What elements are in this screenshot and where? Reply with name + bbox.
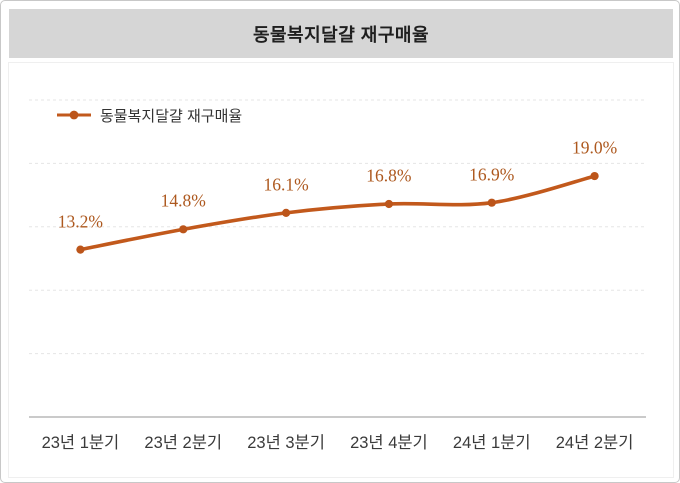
- x-axis-label: 23년 3분기: [247, 434, 325, 452]
- x-axis-label: 23년 4분기: [350, 434, 428, 452]
- x-axis-label: 23년 2분기: [144, 434, 223, 452]
- data-label: 16.8%: [366, 165, 412, 186]
- data-label: 13.2%: [57, 211, 104, 232]
- chart-frame: [8, 62, 674, 478]
- data-point-marker: [384, 199, 394, 209]
- legend-line-marker-icon: [57, 110, 91, 120]
- data-point-marker: [281, 208, 291, 217]
- data-label: 14.8%: [160, 190, 206, 211]
- series-line: [78, 174, 597, 252]
- data-point-marker: [76, 245, 85, 254]
- legend-label: 동물복지달걀 재구매율: [100, 107, 243, 125]
- data-label: 16.9%: [469, 164, 515, 185]
- data-point-marker: [590, 171, 599, 181]
- chart-title: 동물복지달걀 재구매율: [252, 24, 430, 45]
- data-point-marker: [487, 198, 496, 207]
- x-axis-label: 23년 1분기: [41, 434, 120, 452]
- x-axis-label: 24년 1분기: [452, 434, 531, 452]
- x-axis-label: 24년 2분기: [555, 434, 634, 452]
- data-point-marker: [179, 225, 188, 234]
- chart-title-band: 동물복지달걀 재구매율: [9, 9, 673, 58]
- data-label: 16.1%: [263, 174, 309, 195]
- data-label: 19.0%: [571, 137, 618, 158]
- legend: 동물복지달걀 재구매율: [57, 105, 242, 125]
